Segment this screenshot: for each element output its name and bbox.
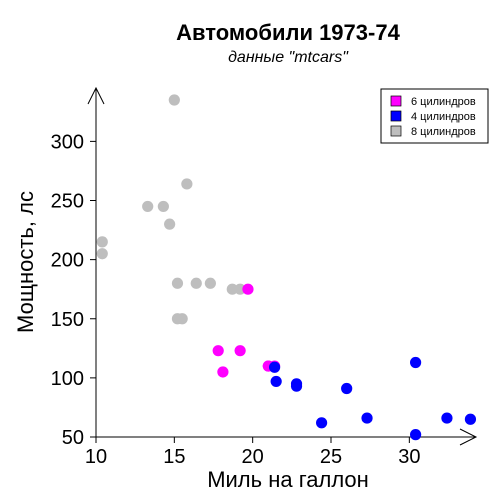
data-point bbox=[171, 313, 184, 325]
data-point bbox=[142, 200, 154, 213]
data-point bbox=[410, 429, 422, 441]
data-point bbox=[242, 283, 254, 295]
data-point bbox=[234, 345, 246, 357]
data-point bbox=[341, 382, 353, 395]
y-tick-label: 300 bbox=[51, 131, 84, 153]
data-point bbox=[270, 375, 282, 388]
legend-swatch bbox=[390, 125, 402, 137]
legend-label: 8 цилиндров bbox=[411, 126, 476, 138]
data-point bbox=[290, 378, 303, 390]
y-axis-label: Мощность, лс bbox=[13, 191, 38, 333]
data-point bbox=[157, 200, 169, 213]
x-tick-label: 15 bbox=[163, 446, 185, 468]
data-point bbox=[234, 283, 246, 295]
legend-label: 6 цилиндров bbox=[411, 96, 476, 108]
chart-title: Автомобили 1973-74 bbox=[176, 20, 400, 45]
legend-swatch bbox=[390, 95, 402, 107]
data-point bbox=[164, 218, 176, 230]
data-point bbox=[316, 417, 328, 429]
data-point bbox=[204, 277, 216, 289]
x-axis-label: Миль на галлон bbox=[207, 467, 369, 492]
data-point bbox=[212, 345, 224, 357]
x-tick-label: 25 bbox=[320, 446, 342, 468]
legend: 6 цилиндров 4 цилиндров 8 цилиндров bbox=[380, 88, 489, 144]
y-tick-label: 50 bbox=[62, 427, 84, 449]
data-point bbox=[181, 178, 193, 190]
legend-label: 4 цилиндров bbox=[411, 111, 476, 123]
data-point bbox=[96, 236, 108, 248]
data-point bbox=[361, 412, 373, 424]
data-point bbox=[269, 361, 281, 373]
data-point bbox=[217, 366, 229, 378]
data-point bbox=[171, 277, 184, 289]
y-tick-label: 250 bbox=[51, 191, 84, 213]
y-tick-label: 100 bbox=[51, 368, 84, 390]
y-axis-arrow bbox=[87, 86, 105, 105]
data-point bbox=[190, 277, 202, 289]
axes: 50 100 150 200 250 300 10 15 20 25 30 bbox=[51, 86, 478, 468]
data-points bbox=[96, 94, 477, 441]
chart-subtitle: данные "mtcars" bbox=[228, 49, 349, 66]
data-point bbox=[96, 248, 108, 260]
x-tick-label: 10 bbox=[85, 446, 107, 468]
legend-swatch bbox=[390, 110, 402, 122]
data-point bbox=[464, 413, 477, 425]
y-tick-label: 200 bbox=[51, 250, 84, 272]
x-tick-label: 30 bbox=[398, 446, 420, 468]
y-tick-label: 150 bbox=[51, 309, 84, 331]
data-point bbox=[226, 283, 238, 295]
data-point bbox=[410, 356, 422, 369]
x-tick-label: 20 bbox=[242, 446, 264, 468]
data-point bbox=[168, 94, 180, 106]
data-point bbox=[441, 412, 453, 424]
x-axis-arrow bbox=[459, 428, 478, 446]
